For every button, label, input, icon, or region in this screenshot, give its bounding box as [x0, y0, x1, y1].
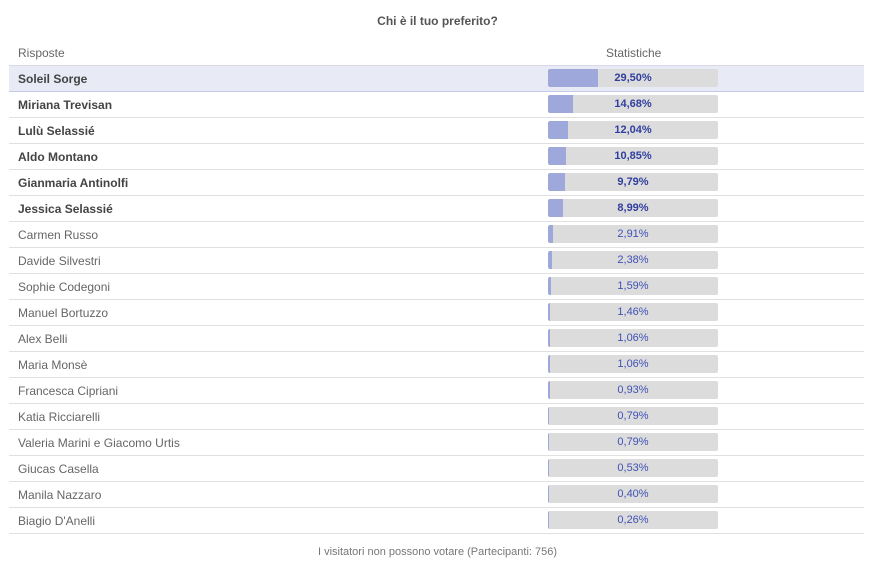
poll-result-row: Davide Silvestri 2,38%: [9, 248, 864, 274]
percentage-bar-fill: [548, 485, 549, 503]
poll-result-row: Gianmaria Antinolfi 9,79%: [9, 170, 864, 196]
percentage-bar: 2,38%: [548, 251, 718, 269]
percentage-bar: 0,26%: [548, 511, 718, 529]
percentage-value: 0,93%: [617, 384, 649, 396]
percentage-bar-fill: [548, 95, 573, 113]
poll-result-row: Maria Monsè 1,06%: [9, 352, 864, 378]
percentage-bar-fill: [548, 251, 553, 269]
percentage-value: 0,79%: [617, 436, 649, 448]
answer-label: Manila Nazzaro: [18, 488, 102, 502]
percentage-value: 2,38%: [617, 254, 649, 266]
percentage-value: 2,91%: [617, 228, 649, 240]
percentage-value: 12,04%: [614, 124, 652, 136]
poll-result-row: Miriana Trevisan 14,68%: [9, 92, 864, 118]
answer-label: Giucas Casella: [18, 462, 99, 476]
percentage-bar: 1,59%: [548, 277, 718, 295]
answer-label: Francesca Cipriani: [18, 384, 119, 398]
percentage-bar: 1,06%: [548, 355, 718, 373]
percentage-value: 0,26%: [617, 514, 649, 526]
percentage-bar: 2,91%: [548, 225, 718, 243]
answer-label: Alex Belli: [18, 332, 68, 346]
poll-result-row: Aldo Montano 10,85%: [9, 144, 864, 170]
percentage-value: 1,06%: [617, 332, 649, 344]
percentage-bar: 9,79%: [548, 173, 718, 191]
poll-results-list: Soleil Sorge 29,50% Miriana Trevisan 14,68%…: [9, 65, 864, 534]
answer-label: Maria Monsè: [18, 358, 88, 372]
answer-label: Biagio D'Anelli: [18, 514, 95, 528]
answer-label: Lulù Selassié: [18, 124, 95, 138]
percentage-bar: 0,79%: [548, 433, 718, 451]
answer-label: Gianmaria Antinolfi: [18, 176, 129, 190]
percentage-value: 0,40%: [617, 488, 649, 500]
percentage-bar: 10,85%: [548, 147, 718, 165]
answer-label: Miriana Trevisan: [18, 98, 113, 112]
percentage-bar: 14,68%: [548, 95, 718, 113]
answer-label: Valeria Marini e Giacomo Urtis: [18, 436, 180, 450]
percentage-value: 0,79%: [617, 410, 649, 422]
percentage-bar-fill: [548, 433, 550, 451]
percentage-bar-fill: [548, 511, 549, 529]
answer-label: Soleil Sorge: [18, 72, 88, 86]
poll-header: Risposte Statistiche: [9, 44, 864, 64]
poll-result-row: Soleil Sorge 29,50%: [9, 66, 864, 92]
answer-label: Jessica Selassié: [18, 202, 113, 216]
answer-label: Manuel Bortuzzo: [18, 306, 109, 320]
percentage-value: 8,99%: [617, 202, 649, 214]
poll-result-row: Katia Ricciarelli 0,79%: [9, 404, 864, 430]
percentage-bar-fill: [548, 277, 551, 295]
answer-label: Aldo Montano: [18, 150, 98, 164]
percentage-bar: 12,04%: [548, 121, 718, 139]
answer-label: Katia Ricciarelli: [18, 410, 101, 424]
answer-label: Sophie Codegoni: [18, 280, 111, 294]
statistics-column-header: Statistiche: [606, 46, 662, 60]
poll-result-row: Alex Belli 1,06%: [9, 326, 864, 352]
poll-footer-note: I visitatori non possono votare (Parteci…: [317, 546, 558, 558]
percentage-value: 29,50%: [614, 72, 652, 84]
poll-result-row: Giucas Casella 0,53%: [9, 456, 864, 482]
answer-label: Davide Silvestri: [18, 254, 101, 268]
poll-result-row: Sophie Codegoni 1,59%: [9, 274, 864, 300]
percentage-value: 10,85%: [614, 150, 652, 162]
answers-column-header: Risposte: [18, 46, 65, 60]
percentage-value: 1,59%: [617, 280, 649, 292]
percentage-bar: 0,79%: [548, 407, 718, 425]
percentage-bar-fill: [548, 69, 599, 87]
poll-result-row: Biagio D'Anelli 0,26%: [9, 508, 864, 534]
poll-result-row: Carmen Russo 2,91%: [9, 222, 864, 248]
percentage-bar: 0,93%: [548, 381, 718, 399]
percentage-bar-fill: [548, 459, 549, 477]
poll-result-row: Valeria Marini e Giacomo Urtis 0,79%: [9, 430, 864, 456]
poll-result-row: Lulù Selassié 12,04%: [9, 118, 864, 144]
percentage-bar: 29,50%: [548, 69, 718, 87]
percentage-bar-fill: [548, 199, 564, 217]
percentage-bar-fill: [548, 329, 550, 347]
percentage-bar: 1,46%: [548, 303, 718, 321]
poll-result-row: Manuel Bortuzzo 1,46%: [9, 300, 864, 326]
poll-title: Chi è il tuo preferito?: [377, 14, 498, 28]
percentage-bar-fill: [548, 121, 569, 139]
answer-label: Carmen Russo: [18, 228, 99, 242]
poll-result-row: Manila Nazzaro 0,40%: [9, 482, 864, 508]
percentage-bar: 1,06%: [548, 329, 718, 347]
percentage-value: 14,68%: [614, 98, 652, 110]
percentage-bar: 0,53%: [548, 459, 718, 477]
percentage-bar-fill: [548, 355, 550, 373]
percentage-value: 1,46%: [617, 306, 649, 318]
percentage-bar: 0,40%: [548, 485, 718, 503]
percentage-bar-fill: [548, 381, 550, 399]
poll-result-row: Francesca Cipriani 0,93%: [9, 378, 864, 404]
percentage-value: 9,79%: [617, 176, 649, 188]
percentage-value: 0,53%: [617, 462, 649, 474]
poll-result-row: Jessica Selassié 8,99%: [9, 196, 864, 222]
percentage-bar-fill: [548, 225, 553, 243]
percentage-bar-fill: [548, 303, 551, 321]
percentage-bar: 8,99%: [548, 199, 718, 217]
percentage-value: 1,06%: [617, 358, 649, 370]
percentage-bar-fill: [548, 173, 565, 191]
percentage-bar-fill: [548, 147, 567, 165]
percentage-bar-fill: [548, 407, 550, 425]
